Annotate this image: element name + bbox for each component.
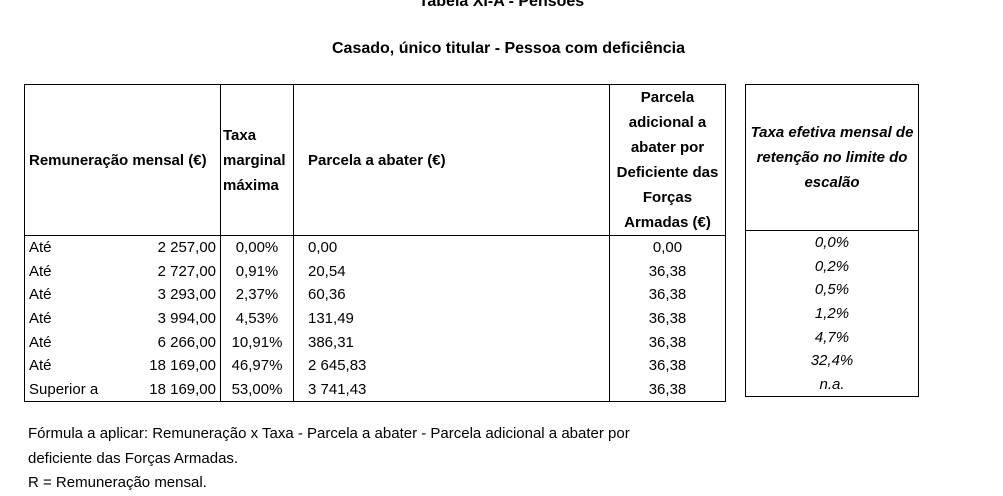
table-row: Até 3 293,00 2,37% 60,36 36,38 <box>24 283 726 307</box>
table-row: Até 2 257,00 0,00% 0,00 0,00 <box>24 235 726 260</box>
taxa-cell: 2,37% <box>220 283 294 307</box>
header-taxa-marginal: Taxa marginal máxima <box>220 84 294 236</box>
taxa-cell: 0,00% <box>220 235 294 260</box>
table-row: 0,0% <box>745 230 919 255</box>
table-header-row: Remuneração mensal (€) Taxa marginal máx… <box>24 84 726 236</box>
remuneracao-cell: Até 3 994,00 <box>24 306 221 331</box>
table-row: Até 18 169,00 46,97% 2 645,83 36,38 <box>24 353 726 378</box>
row-label: Até <box>29 333 52 351</box>
formula-line-continued: deficiente das Forças Armadas. <box>28 449 239 467</box>
adicional-cell: 36,38 <box>609 283 726 307</box>
efetiva-cell: 0,5% <box>745 278 919 302</box>
row-label: Até <box>29 239 52 257</box>
row-amount: 18 169,00 <box>149 357 216 375</box>
parcela-cell: 0,00 <box>293 235 610 260</box>
efetiva-cell: n.a. <box>745 372 919 398</box>
parcela-cell: 60,36 <box>293 283 610 307</box>
row-label: Até <box>29 262 52 280</box>
row-label: Superior a <box>29 380 99 398</box>
adicional-cell: 36,38 <box>609 306 726 331</box>
parcela-cell: 2 645,83 <box>293 353 610 378</box>
taxa-cell: 4,53% <box>220 306 294 331</box>
parcela-cell: 3 741,43 <box>293 377 610 403</box>
remuneracao-cell: Até 2 257,00 <box>24 235 221 260</box>
table-row: Até 3 994,00 4,53% 131,49 36,38 <box>24 306 726 331</box>
table-row: 4,7% <box>745 325 919 349</box>
table-title: Tabela XI-A - Pensões <box>418 0 585 10</box>
formula-notes: Fórmula a aplicar: Remuneração x Taxa - … <box>28 422 630 496</box>
definition-line: R = Remuneração mensal. <box>28 474 207 491</box>
remuneracao-cell: Até 2 727,00 <box>24 259 221 284</box>
row-amount: 2 257,00 <box>157 239 216 257</box>
efetiva-cell: 0,0% <box>745 230 919 255</box>
table-row: 32,4% <box>745 348 919 373</box>
adicional-cell: 36,38 <box>609 377 726 403</box>
parcela-cell: 131,49 <box>293 306 610 331</box>
row-amount: 3 293,00 <box>157 286 216 304</box>
table-row: 0,5% <box>745 278 919 302</box>
remuneracao-cell: Superior a 18 169,00 <box>24 377 221 403</box>
adicional-cell: 36,38 <box>609 353 726 378</box>
row-label: Até <box>29 286 52 304</box>
efetiva-cell: 4,7% <box>745 325 919 349</box>
remuneracao-cell: Até 3 293,00 <box>24 283 221 307</box>
taxa-cell: 46,97% <box>220 353 294 378</box>
row-label: Até <box>29 357 52 375</box>
table-row: n.a. <box>745 372 919 398</box>
row-label: Até <box>29 310 52 328</box>
row-amount: 3 994,00 <box>157 310 216 328</box>
table-row: Até 2 727,00 0,91% 20,54 36,38 <box>24 259 726 284</box>
efetiva-cell: 1,2% <box>745 301 919 326</box>
remuneracao-cell: Até 18 169,00 <box>24 353 221 378</box>
header-remuneracao: Remuneração mensal (€) <box>24 84 221 236</box>
table-subtitle: Casado, único titular - Pessoa com defic… <box>332 40 685 57</box>
formula-line: Fórmula a aplicar: Remuneração x Taxa - … <box>28 425 630 442</box>
adicional-cell: 36,38 <box>609 259 726 284</box>
adicional-cell: 36,38 <box>609 330 726 354</box>
header-taxa-efetiva: Taxa efetiva mensal de retenção no limit… <box>745 84 919 231</box>
table-row: Superior a 18 169,00 53,00% 3 741,43 36,3… <box>24 377 726 403</box>
remuneracao-cell: Até 6 266,00 <box>24 330 221 354</box>
row-amount: 18 169,00 <box>149 380 216 398</box>
parcela-cell: 386,31 <box>293 330 610 354</box>
taxa-cell: 10,91% <box>220 330 294 354</box>
withholding-table: Remuneração mensal (€) Taxa marginal máx… <box>24 84 726 403</box>
table-row: 1,2% <box>745 301 919 326</box>
adicional-cell: 0,00 <box>609 235 726 260</box>
row-amount: 6 266,00 <box>157 333 216 351</box>
parcela-cell: 20,54 <box>293 259 610 284</box>
efetiva-cell: 0,2% <box>745 254 919 279</box>
table-row: 0,2% <box>745 254 919 279</box>
table-row: Até 6 266,00 10,91% 386,31 36,38 <box>24 330 726 354</box>
effective-rate-table: Taxa efetiva mensal de retenção no limit… <box>745 84 919 398</box>
header-parcela-abater: Parcela a abater (€) <box>293 84 610 236</box>
table-header-row: Taxa efetiva mensal de retenção no limit… <box>745 84 919 231</box>
taxa-cell: 53,00% <box>220 377 294 403</box>
efetiva-cell: 32,4% <box>745 348 919 373</box>
row-amount: 2 727,00 <box>157 262 216 280</box>
taxa-cell: 0,91% <box>220 259 294 284</box>
header-parcela-adicional: Parcela adicional a abater por Deficient… <box>609 84 726 236</box>
